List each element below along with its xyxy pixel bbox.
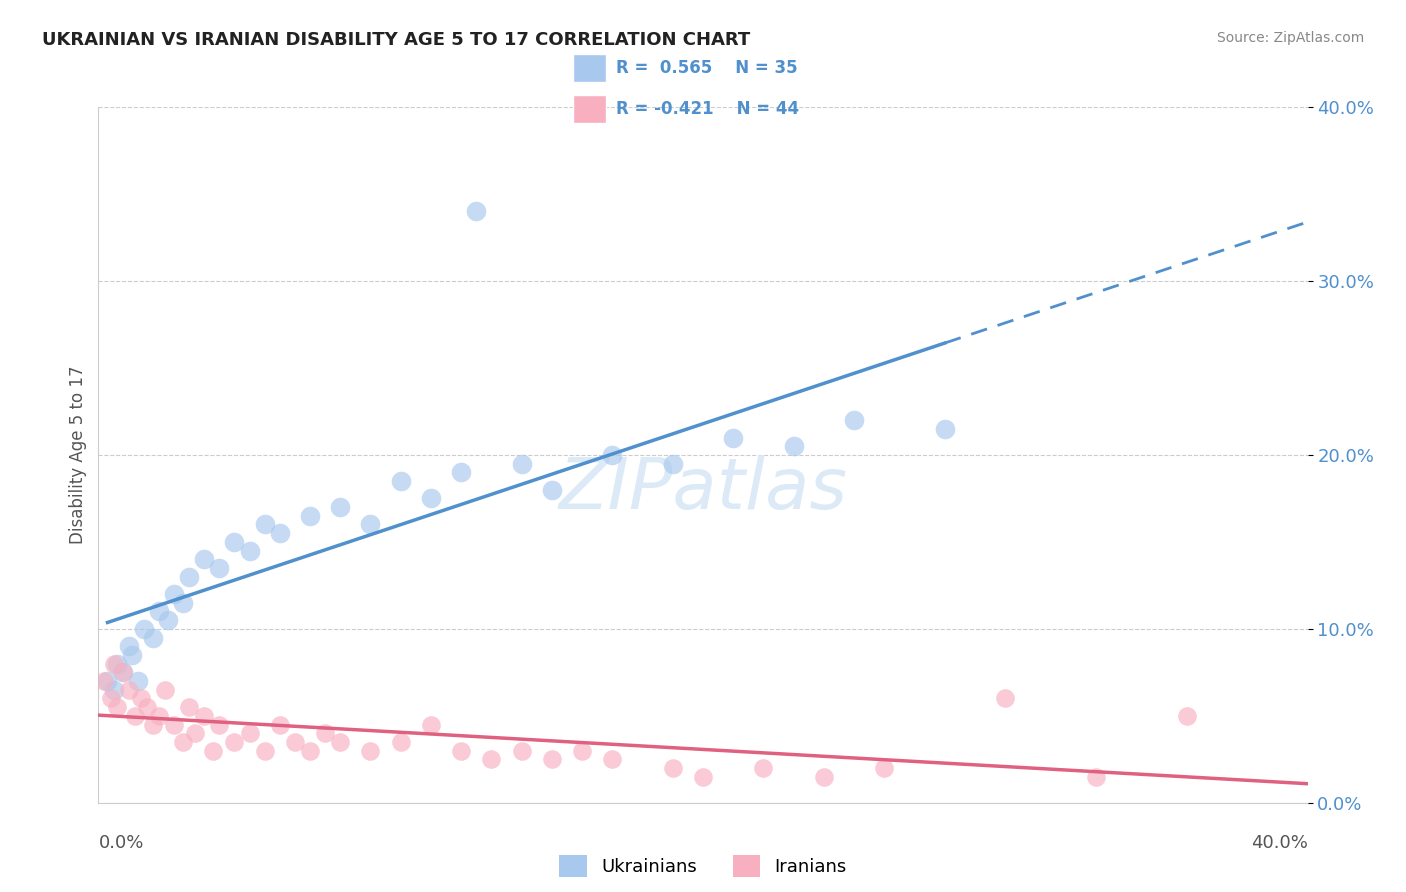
Point: [163, 717, 186, 731]
Point: [360, 744, 382, 758]
Point: [813, 770, 835, 784]
Point: [121, 648, 143, 662]
Point: [100, 691, 122, 706]
Text: 0.0%: 0.0%: [98, 834, 143, 852]
Point: [142, 717, 165, 731]
Point: [208, 561, 231, 575]
Point: [510, 457, 533, 471]
Point: [360, 517, 382, 532]
Point: [873, 761, 896, 775]
Point: [1085, 770, 1108, 784]
Point: [389, 735, 412, 749]
Point: [389, 474, 412, 488]
Point: [783, 439, 806, 453]
Point: [103, 657, 125, 671]
Point: [118, 639, 141, 653]
Point: [465, 204, 488, 219]
Point: [179, 570, 201, 584]
Point: [172, 596, 194, 610]
Point: [329, 735, 352, 749]
Point: [269, 526, 291, 541]
Point: [541, 483, 564, 497]
Point: [93, 674, 115, 689]
Point: [224, 534, 246, 549]
Point: [124, 708, 146, 723]
Point: [1175, 708, 1198, 723]
Point: [118, 682, 141, 697]
Point: [692, 770, 714, 784]
Point: [193, 552, 215, 566]
Point: [450, 466, 472, 480]
Point: [163, 587, 186, 601]
Point: [208, 717, 231, 731]
Point: [420, 717, 443, 731]
Point: [450, 744, 472, 758]
Legend: Ukrainians, Iranians: Ukrainians, Iranians: [553, 847, 853, 884]
Text: R =  0.565    N = 35: R = 0.565 N = 35: [616, 59, 799, 77]
Point: [299, 508, 322, 523]
Point: [202, 744, 225, 758]
Point: [662, 761, 685, 775]
Point: [510, 744, 533, 758]
Point: [132, 622, 155, 636]
Y-axis label: Disability Age 5 to 17: Disability Age 5 to 17: [69, 366, 87, 544]
Point: [111, 665, 134, 680]
Point: [752, 761, 775, 775]
Text: ZIPatlas: ZIPatlas: [558, 455, 848, 524]
Point: [96, 674, 118, 689]
Point: [179, 700, 201, 714]
Text: R = -0.421    N = 44: R = -0.421 N = 44: [616, 100, 800, 118]
Point: [723, 430, 745, 444]
Point: [662, 457, 685, 471]
Point: [184, 726, 207, 740]
Point: [844, 413, 866, 427]
Text: UKRAINIAN VS IRANIAN DISABILITY AGE 5 TO 17 CORRELATION CHART: UKRAINIAN VS IRANIAN DISABILITY AGE 5 TO…: [42, 31, 751, 49]
Point: [541, 752, 564, 766]
Point: [284, 735, 307, 749]
Point: [105, 657, 128, 671]
Point: [420, 491, 443, 506]
Point: [153, 682, 176, 697]
Point: [103, 682, 125, 697]
Point: [193, 708, 215, 723]
Point: [129, 691, 152, 706]
Point: [148, 708, 170, 723]
Point: [148, 605, 170, 619]
Point: [239, 726, 262, 740]
Point: [239, 543, 262, 558]
Point: [602, 752, 624, 766]
Point: [571, 744, 593, 758]
Point: [299, 744, 322, 758]
Point: [934, 422, 956, 436]
Point: [314, 726, 336, 740]
Point: [602, 448, 624, 462]
Point: [269, 717, 291, 731]
Point: [105, 700, 128, 714]
Point: [172, 735, 194, 749]
Point: [329, 500, 352, 514]
Point: [994, 691, 1017, 706]
Point: [111, 665, 134, 680]
Text: Source: ZipAtlas.com: Source: ZipAtlas.com: [1216, 31, 1364, 45]
Point: [156, 613, 179, 627]
FancyBboxPatch shape: [572, 54, 606, 82]
FancyBboxPatch shape: [572, 95, 606, 123]
Point: [481, 752, 503, 766]
Text: 40.0%: 40.0%: [1251, 834, 1308, 852]
Point: [224, 735, 246, 749]
Point: [135, 700, 157, 714]
Point: [253, 517, 276, 532]
Point: [253, 744, 276, 758]
Point: [142, 631, 165, 645]
Point: [127, 674, 149, 689]
